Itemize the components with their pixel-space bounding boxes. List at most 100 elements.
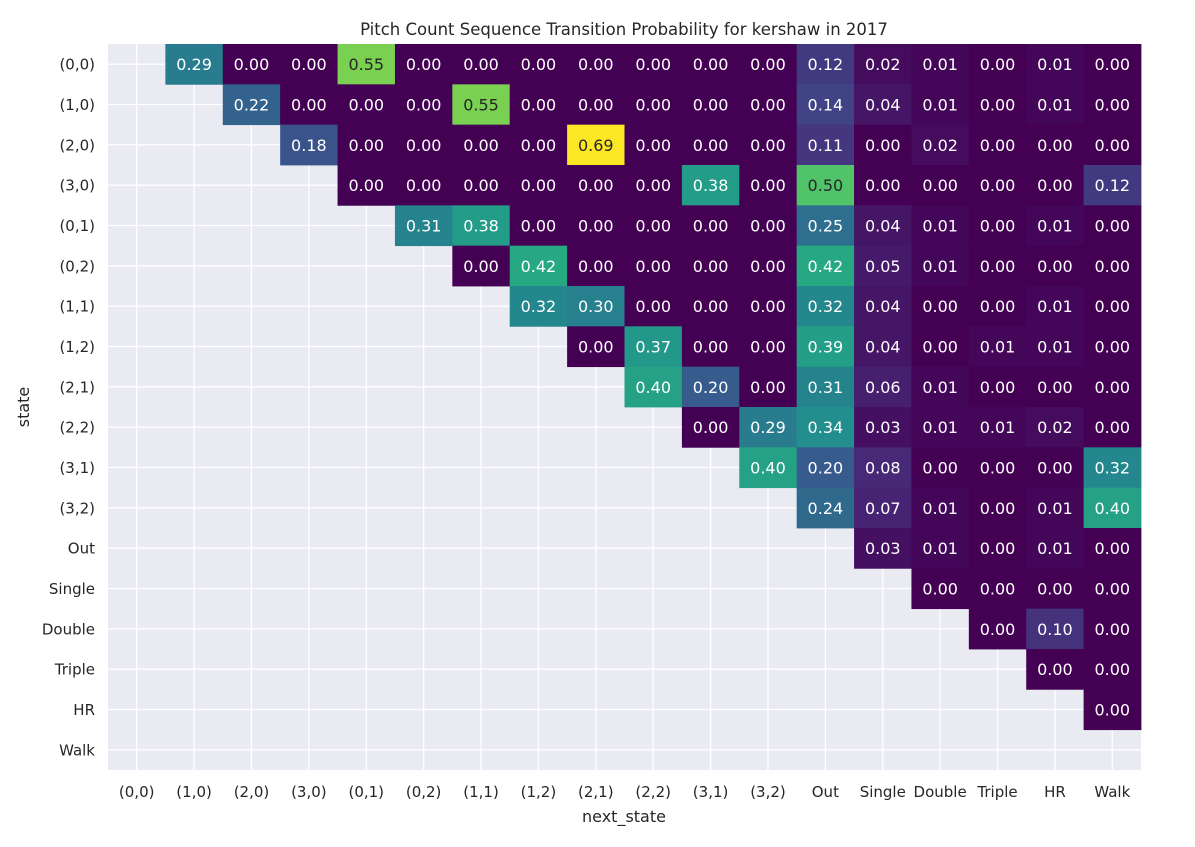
cell-value-label: 0.00	[980, 378, 1016, 397]
cell-value-label: 0.00	[693, 55, 729, 74]
heatmap-cell	[796, 165, 855, 206]
cell-value-label: 0.69	[578, 136, 614, 155]
heatmap-cell	[624, 366, 683, 408]
y-tick-label: Triple	[54, 661, 95, 679]
heatmap-cell	[681, 326, 740, 368]
cell-value-label: 0.00	[463, 55, 499, 74]
heatmap-cell	[911, 286, 970, 327]
heatmap-cell	[739, 84, 798, 126]
cell-value-label: 0.00	[1037, 660, 1073, 679]
x-tick-label: (2,1)	[578, 783, 614, 801]
x-tick-label: (3,0)	[291, 783, 327, 801]
x-tick-label: Walk	[1094, 783, 1130, 801]
cell-value-label: 0.00	[578, 96, 614, 115]
x-tick-label: (3,1)	[693, 783, 729, 801]
cell-value-label: 0.00	[980, 499, 1016, 518]
heatmap-cell	[509, 44, 568, 85]
cell-value-label: 0.00	[980, 217, 1016, 236]
y-tick-label: (0,1)	[59, 217, 95, 235]
cell-value-label: 0.37	[635, 338, 671, 357]
heatmap-cell	[854, 124, 912, 166]
cell-value-label: 0.00	[521, 96, 557, 115]
cell-value-label: 0.00	[1094, 55, 1130, 74]
cell-value-label: 0.00	[980, 580, 1016, 599]
cell-value-label: 0.00	[922, 176, 958, 195]
cell-value-label: 0.14	[808, 96, 844, 115]
heatmap-cell	[911, 326, 970, 368]
y-tick-label: Walk	[59, 741, 95, 759]
heatmap-cell	[739, 286, 798, 327]
cell-value-label: 0.02	[922, 136, 958, 155]
cell-value-label: 0.10	[1037, 620, 1073, 639]
cell-value-label: 0.00	[1037, 257, 1073, 276]
cell-value-label: 0.00	[750, 55, 786, 74]
y-tick-label: Double	[42, 620, 95, 638]
heatmap-cell	[796, 487, 855, 529]
cell-value-label: 0.31	[808, 378, 844, 397]
heatmap-cell	[911, 487, 970, 529]
cell-value-label: 0.00	[750, 297, 786, 316]
cell-value-label: 0.07	[865, 499, 901, 518]
cell-value-label: 0.01	[1037, 539, 1073, 558]
y-tick-label: (1,0)	[59, 96, 95, 114]
heatmap-cell	[394, 124, 453, 166]
cell-value-label: 0.00	[1037, 580, 1073, 599]
heatmap-cell	[911, 366, 970, 408]
heatmap-cell	[567, 286, 625, 327]
heatmap-cell	[681, 245, 740, 287]
cell-value-label: 0.00	[980, 136, 1016, 155]
heatmap-cell	[509, 84, 568, 126]
cell-value-label: 0.39	[808, 338, 844, 357]
heatmap-cell	[624, 245, 683, 287]
cell-value-label: 0.01	[980, 418, 1016, 437]
cell-value-label: 0.06	[865, 378, 901, 397]
heatmap-cell	[854, 366, 912, 408]
y-axis-label: state	[14, 387, 33, 428]
cell-value-label: 0.01	[1037, 55, 1073, 74]
heatmap-cell	[337, 44, 396, 85]
cell-value-label: 0.00	[865, 136, 901, 155]
cell-value-label: 0.00	[578, 217, 614, 236]
cell-value-label: 0.00	[578, 257, 614, 276]
heatmap-cell	[337, 84, 396, 126]
cell-value-label: 0.00	[1094, 96, 1130, 115]
cell-value-label: 0.00	[980, 96, 1016, 115]
heatmap-cell	[968, 286, 1027, 327]
cell-value-label: 0.04	[865, 297, 901, 316]
heatmap-cell	[681, 124, 740, 166]
heatmap-cell	[509, 245, 568, 287]
heatmap-cell	[911, 568, 970, 610]
y-tick-label: (0,0)	[59, 56, 95, 74]
cell-value-label: 0.00	[980, 55, 1016, 74]
cell-value-label: 0.00	[463, 136, 499, 155]
y-tick-label: (2,2)	[59, 419, 95, 437]
heatmap-cell	[567, 44, 625, 85]
heatmap-cell	[681, 44, 740, 85]
chart-title: Pitch Count Sequence Transition Probabil…	[360, 20, 888, 39]
cell-value-label: 0.00	[922, 338, 958, 357]
cell-value-label: 0.00	[750, 378, 786, 397]
cell-value-label: 0.01	[922, 499, 958, 518]
y-tick-label: (2,0)	[59, 136, 95, 154]
y-tick-label: (3,1)	[59, 459, 95, 477]
cell-value-label: 0.00	[521, 176, 557, 195]
cell-value-label: 0.01	[1037, 217, 1073, 236]
heatmap-cell	[452, 84, 511, 126]
cell-value-label: 0.00	[635, 136, 671, 155]
x-axis-label: next_state	[582, 807, 666, 827]
cell-value-label: 0.00	[750, 176, 786, 195]
heatmap-cell	[280, 124, 338, 166]
cell-value-label: 0.40	[750, 459, 786, 478]
cell-value-label: 0.00	[234, 55, 270, 74]
cell-value-label: 0.00	[578, 176, 614, 195]
heatmap-cell	[394, 44, 453, 85]
heatmap-cell	[1083, 528, 1142, 569]
heatmap-cell	[222, 84, 281, 126]
cell-value-label: 0.38	[693, 176, 729, 195]
cell-value-label: 0.00	[521, 217, 557, 236]
heatmap-cell	[968, 568, 1027, 610]
cell-value-label: 0.32	[808, 297, 844, 316]
heatmap-cell	[796, 366, 855, 408]
cell-value-label: 0.01	[922, 539, 958, 558]
cell-value-label: 0.00	[1094, 217, 1130, 236]
